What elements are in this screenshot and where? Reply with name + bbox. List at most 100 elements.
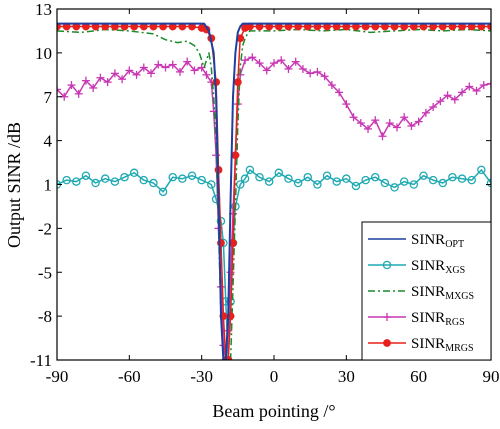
data-point-rgs <box>139 63 148 72</box>
data-point-xgs <box>245 165 255 175</box>
data-point-mrgs <box>57 22 61 31</box>
x-tick-label: 60 <box>410 367 427 386</box>
legend-label-main: SINR <box>411 310 445 326</box>
data-point-rgs <box>284 64 293 73</box>
series-opt <box>57 22 491 360</box>
x-tick-label: 30 <box>338 367 355 386</box>
data-point-rgs <box>190 66 199 75</box>
data-point-rgs <box>436 97 445 106</box>
data-point-xgs <box>91 178 100 188</box>
data-point-rgs <box>349 113 358 122</box>
legend-label: SINRMRGS <box>411 336 474 354</box>
data-point-mrgs <box>233 78 242 87</box>
legend-item-rgs: SINRRGS <box>368 310 465 328</box>
data-point-rgs <box>255 59 264 68</box>
data-point-rgs <box>147 69 156 78</box>
data-point-rgs <box>421 108 430 117</box>
series-line-rgs <box>57 56 491 360</box>
data-point-rgs <box>450 95 459 104</box>
data-point-rgs <box>168 60 177 69</box>
data-point-rgs <box>291 57 300 66</box>
data-point-rgs <box>443 91 452 100</box>
data-point-rgs <box>110 69 119 78</box>
y-tick-label: 7 <box>44 88 53 107</box>
y-tick-label: 1 <box>44 176 53 195</box>
series-line-mxgs <box>57 28 491 360</box>
data-point-xgs <box>293 178 303 188</box>
series-layer <box>57 22 491 360</box>
data-point-rgs <box>270 59 278 68</box>
data-point-rgs <box>487 79 491 88</box>
data-point-xgs <box>255 172 264 182</box>
data-point-xgs <box>129 168 139 178</box>
data-point-mrgs <box>487 22 491 31</box>
data-point-rgs <box>154 60 163 69</box>
x-tick-label: 0 <box>270 367 279 386</box>
data-point-xgs <box>332 177 341 186</box>
data-point-rgs <box>298 64 307 73</box>
data-point-xgs <box>264 177 274 186</box>
data-point-rgs <box>161 63 170 72</box>
data-point-rgs <box>118 75 127 84</box>
data-point-xgs <box>438 178 448 188</box>
data-point-rgs <box>74 89 83 98</box>
legend-label-main: SINR <box>411 336 445 352</box>
data-point-xgs <box>149 178 158 188</box>
data-point-rgs <box>202 70 211 79</box>
y-tick-label: 10 <box>35 44 52 63</box>
data-point-xgs <box>419 171 428 180</box>
y-tick-label: -5 <box>38 263 52 282</box>
data-point-rgs <box>132 70 141 79</box>
data-point-rgs <box>407 122 416 130</box>
data-point-xgs <box>100 174 110 183</box>
y-axis-label: Output SINR /dB <box>4 122 24 248</box>
x-tick-label: -90 <box>46 367 69 386</box>
data-point-xgs <box>139 175 149 185</box>
data-point-rgs <box>226 268 235 277</box>
data-point-rgs <box>335 88 344 97</box>
legend-label-sub: XGS <box>445 265 465 276</box>
x-tick-label: -60 <box>118 367 141 386</box>
data-point-rgs <box>385 119 394 128</box>
data-point-rgs <box>125 66 134 75</box>
legend-item-mrgs: SINRMRGS <box>368 336 474 354</box>
data-point-xgs <box>284 174 293 183</box>
data-point-xgs <box>457 174 467 183</box>
series-rgs <box>57 53 491 360</box>
legend-label: SINRMXGS <box>411 284 474 302</box>
y-tick-label: -2 <box>38 219 52 238</box>
series-xgs <box>57 165 491 360</box>
y-tick-label: -8 <box>38 307 52 326</box>
data-point-rgs <box>392 123 401 132</box>
data-point-xgs <box>322 171 332 180</box>
data-point-rgs <box>356 119 365 128</box>
data-point-xgs <box>351 181 361 191</box>
data-point-xgs <box>313 180 322 189</box>
data-point-rgs <box>414 117 423 126</box>
series-line-opt <box>57 22 491 360</box>
data-point-rgs <box>277 56 286 65</box>
data-point-rgs <box>103 78 112 87</box>
data-point-rgs <box>465 82 474 91</box>
data-point-xgs <box>274 168 284 178</box>
data-point-xgs <box>110 177 120 186</box>
legend-label-sub: MXGS <box>445 291 474 302</box>
data-point-rgs <box>320 72 329 81</box>
data-point-rgs <box>364 124 373 133</box>
data-point-rgs <box>67 81 76 90</box>
data-point-rgs <box>241 56 250 65</box>
legend-item-mxgs: SINRMXGS <box>368 284 474 302</box>
data-point-xgs <box>81 171 91 180</box>
legend-item-xgs: SINRXGS <box>368 258 465 276</box>
legend-marker <box>383 313 391 321</box>
x-axis-label: Beam pointing /° <box>212 401 335 421</box>
data-point-xgs <box>72 177 81 186</box>
data-point-xgs <box>303 172 313 182</box>
data-point-xgs <box>467 175 476 185</box>
data-point-xgs <box>168 172 177 182</box>
data-point-xgs <box>207 180 216 189</box>
data-point-rgs <box>262 66 271 75</box>
series-mrgs <box>57 22 491 360</box>
data-point-rgs <box>371 116 380 125</box>
